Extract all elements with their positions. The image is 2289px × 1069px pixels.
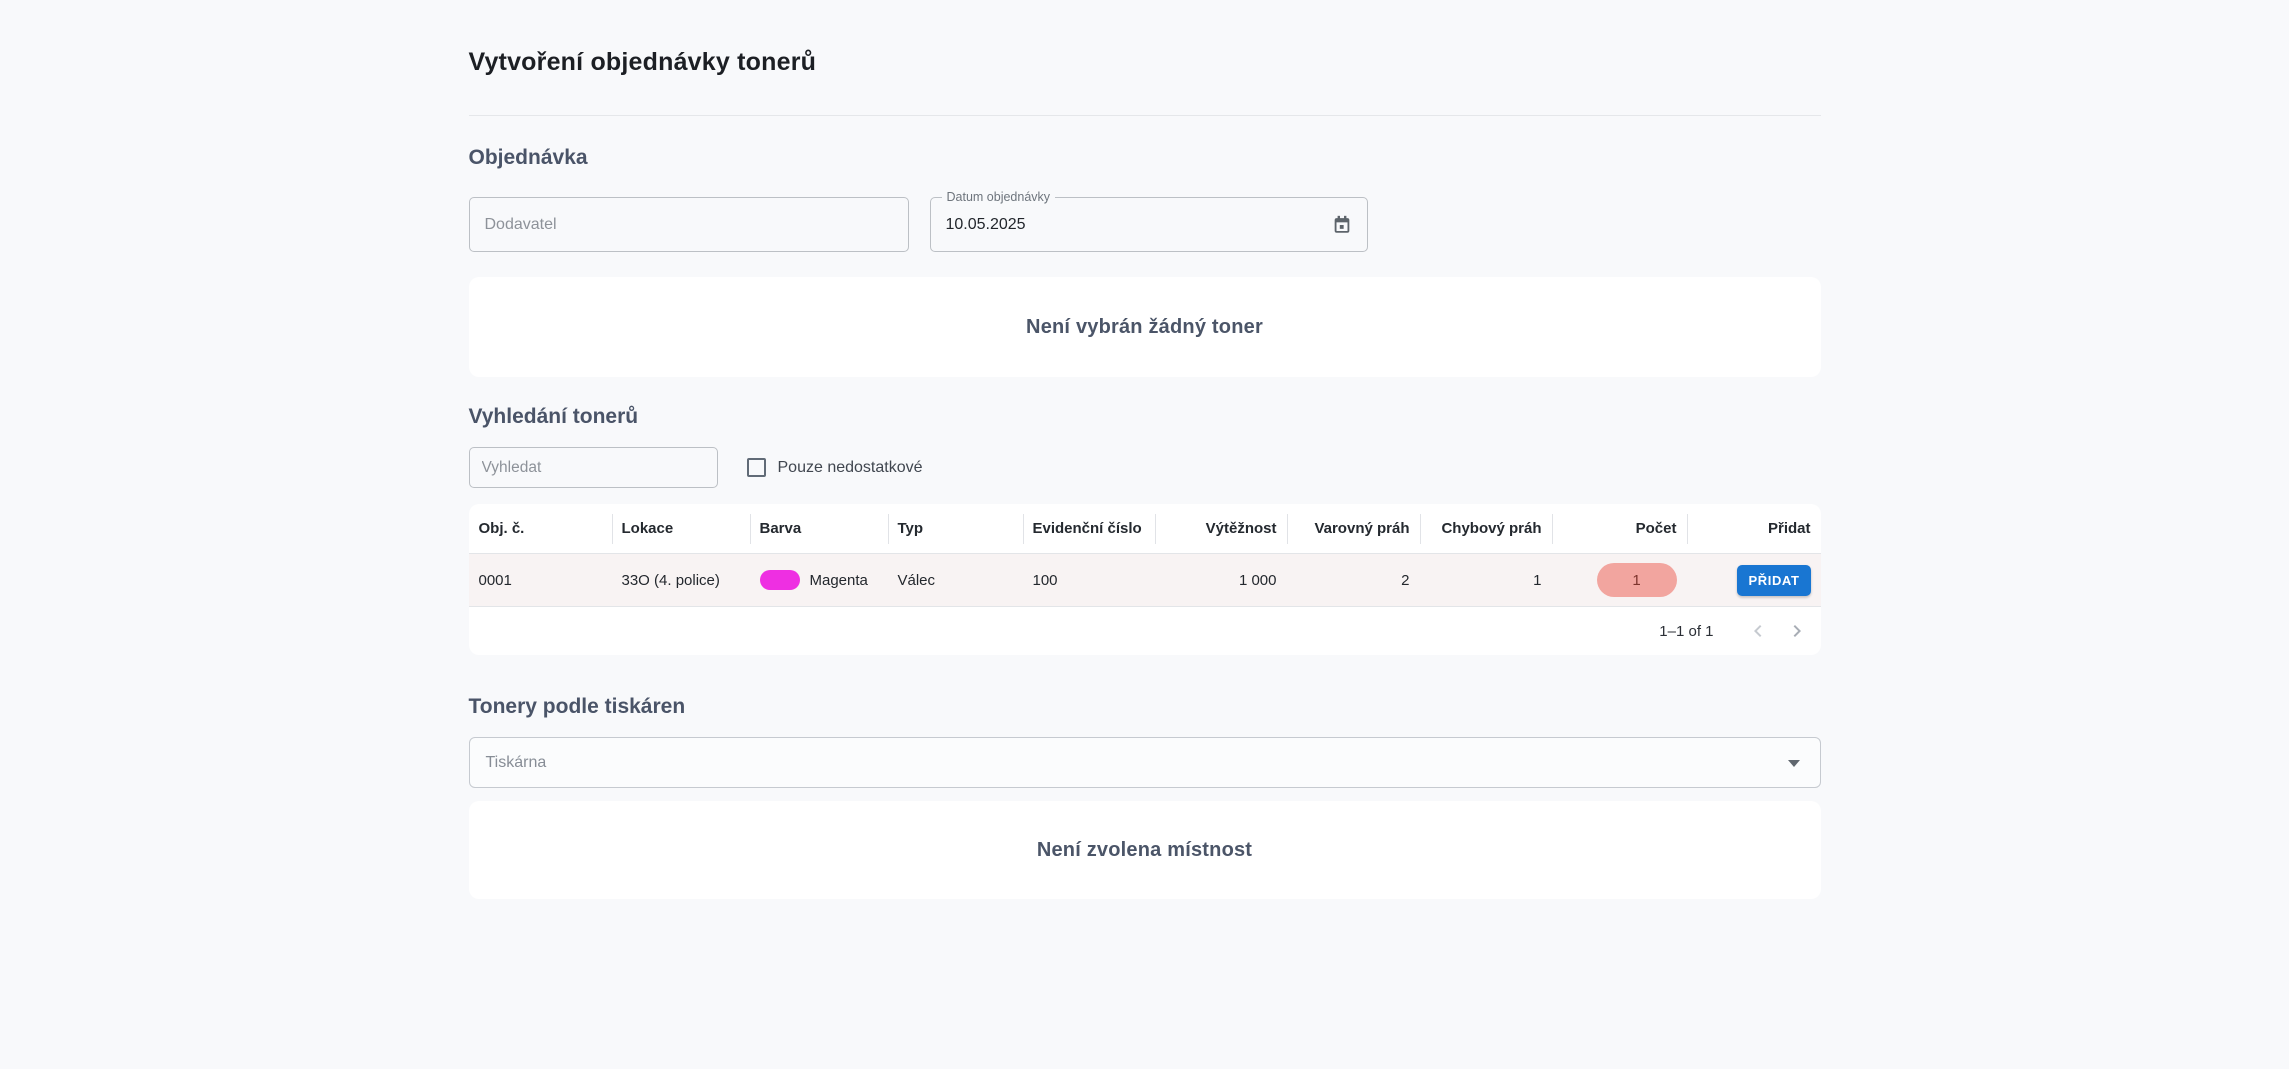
add-toner-button[interactable]: PŘIDAT bbox=[1737, 564, 1811, 596]
printers-section: Tonery podle tiskáren Tiskárna Není zvol… bbox=[468, 694, 1821, 899]
table-header-row: Obj. č. Lokace Barva Typ Evidenční číslo… bbox=[468, 504, 1821, 554]
column-header-varovny-prah[interactable]: Varovný práh bbox=[1286, 504, 1420, 553]
cell-lokace: 33O (4. police) bbox=[621, 571, 720, 589]
toner-table-card: Obj. č. Lokace Barva Typ Evidenční číslo… bbox=[468, 504, 1821, 655]
column-header-vytezost[interactable]: Výtěžnost bbox=[1154, 504, 1287, 553]
title-divider bbox=[468, 115, 1821, 116]
cell-obj-c: 0001 bbox=[478, 571, 512, 589]
count-badge: 1 bbox=[1596, 563, 1677, 597]
cell-vytezost: 1 000 bbox=[1238, 571, 1277, 589]
only-shortage-label: Pouze nedostatkové bbox=[777, 458, 923, 476]
column-header-evidencni[interactable]: Evidenční číslo bbox=[1022, 504, 1155, 553]
cell-typ: Válec bbox=[897, 571, 936, 589]
order-section: Objednávka Datum objednávky bbox=[468, 145, 1821, 377]
order-date-input[interactable] bbox=[930, 198, 1367, 251]
toner-color-name: Magenta bbox=[809, 571, 868, 589]
printer-select[interactable]: Tiskárna bbox=[468, 737, 1821, 788]
search-section: Vyhledání tonerů Pouze nedostatkové Obj.… bbox=[468, 404, 1821, 655]
cell-pocet: 1 bbox=[1552, 554, 1687, 606]
order-date-field: Datum objednávky bbox=[929, 190, 1368, 252]
search-input[interactable] bbox=[468, 447, 718, 488]
chevron-left-icon[interactable] bbox=[1746, 619, 1770, 643]
only-shortage-checkbox-wrap[interactable]: Pouze nedostatkové bbox=[746, 458, 923, 477]
column-header-chybovy-prah[interactable]: Chybový práh bbox=[1419, 504, 1552, 553]
column-header-pocet[interactable]: Počet bbox=[1551, 504, 1687, 553]
pagination-range-label: 1–1 of 1 bbox=[1659, 622, 1714, 640]
cell-barva: Magenta bbox=[750, 554, 888, 606]
search-heading: Vyhledání tonerů bbox=[468, 405, 639, 428]
column-header-lokace[interactable]: Lokace bbox=[611, 504, 750, 553]
table-row: 0001 33O (4. police) Magenta Válec 100 1… bbox=[468, 554, 1821, 607]
printers-empty-card: Není zvolena místnost bbox=[468, 801, 1821, 899]
order-fields-row: Datum objednávky bbox=[468, 190, 1821, 252]
search-row: Pouze nedostatkové bbox=[468, 447, 1821, 488]
table-pagination: 1–1 of 1 bbox=[469, 607, 1821, 655]
cell-evidencni: 100 bbox=[1032, 571, 1058, 589]
cell-chybovy-prah: 1 bbox=[1533, 571, 1542, 589]
page-title: Vytvoření objednávky tonerů bbox=[468, 48, 817, 76]
cell-varovny-prah: 2 bbox=[1401, 571, 1410, 589]
column-header-pridat[interactable]: Přidat bbox=[1686, 504, 1821, 553]
cell-pridat: PŘIDAT bbox=[1687, 554, 1821, 606]
chevron-right-icon[interactable] bbox=[1785, 619, 1809, 643]
column-header-barva[interactable]: Barva bbox=[749, 504, 888, 553]
calendar-icon[interactable] bbox=[1330, 213, 1354, 237]
printer-select-placeholder: Tiskárna bbox=[485, 753, 547, 771]
selected-toners-empty-card: Není vybrán žádný toner bbox=[468, 277, 1821, 377]
only-shortage-checkbox[interactable] bbox=[746, 458, 766, 477]
toner-color-swatch bbox=[759, 570, 800, 590]
supplier-field bbox=[468, 197, 909, 252]
supplier-input[interactable] bbox=[469, 198, 908, 251]
order-date-label: Datum objednávky bbox=[941, 190, 1056, 205]
content-container: Vytvoření objednávky tonerů Objednávka D… bbox=[468, 0, 1821, 899]
no-toner-selected-message: Není vybrán žádný toner bbox=[1026, 315, 1263, 338]
no-room-selected-message: Není zvolena místnost bbox=[1036, 838, 1253, 861]
printers-heading: Tonery podle tiskáren bbox=[468, 695, 686, 718]
column-header-typ[interactable]: Typ bbox=[887, 504, 1023, 553]
column-header-obj-c[interactable]: Obj. č. bbox=[478, 520, 525, 537]
order-heading: Objednávka bbox=[468, 146, 588, 169]
arrow-drop-down-icon bbox=[1787, 759, 1800, 767]
